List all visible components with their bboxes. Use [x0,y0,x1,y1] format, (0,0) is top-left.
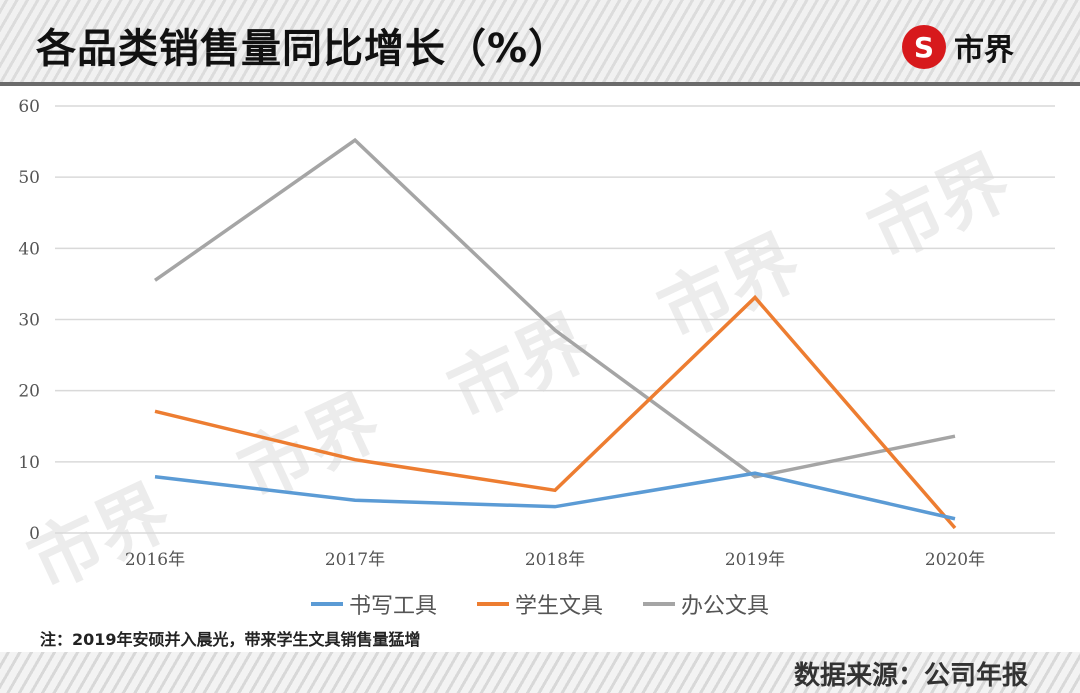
x-tick-label: 2016年 [125,550,185,570]
series-lines [153,137,957,530]
data-source: 数据来源：公司年报 [793,661,1028,691]
x-tick-label: 2020年 [925,550,985,570]
y-tick-label: 20 [18,382,40,402]
currency-s-icon: S [902,25,946,69]
brand-logo: S 市界 [902,22,1014,72]
series-line [154,294,957,530]
series-line [153,137,956,479]
x-tick-label: 2018年 [525,550,585,570]
watermark-text: 市界 [856,139,1022,276]
y-axis-ticks: 0 10 20 30 40 50 60 [18,97,40,544]
watermark-text: 市界 [16,469,182,606]
legend-swatch-blue [310,602,343,606]
x-axis-ticks: 2016年 2017年 2018年 2019年 2020年 [125,550,985,570]
chart-title: 各品类销售量同比增长（%） [36,26,570,72]
legend-item-writing-tools: 书写工具 [310,588,437,620]
y-tick-label: 50 [18,168,40,188]
header-banner [0,0,1080,82]
x-tick-label: 2019年 [725,550,785,570]
legend-swatch-gray [643,602,675,606]
legend-swatch-orange [476,602,509,606]
y-tick-label: 0 [29,524,40,544]
x-tick-label: 2017年 [325,550,385,570]
legend-item-office-stationery: 办公文具 [643,588,769,620]
header-divider [0,82,1080,86]
legend-item-student-stationery: 学生文具 [476,588,603,620]
y-tick-label: 60 [18,97,40,117]
brand-name: 市界 [954,33,1014,68]
series-line [154,471,956,521]
y-tick-label: 10 [18,453,40,473]
footnote: 注：2019年安硕并入晨光，带来学生文具销售量猛增 [40,630,421,649]
footer-banner [0,652,1080,693]
gridlines [55,105,1055,534]
chart-legend: 书写工具 学生文具 办公文具 [0,588,1080,620]
y-tick-label: 40 [18,239,40,259]
y-tick-label: 30 [18,311,40,331]
